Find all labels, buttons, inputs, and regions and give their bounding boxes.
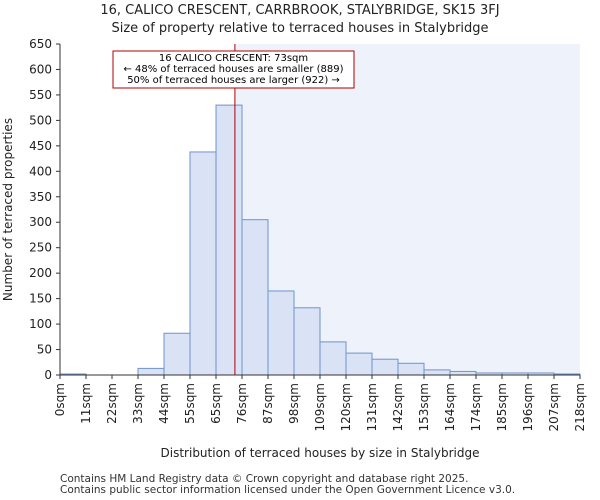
bar (423, 369, 451, 376)
x-tick-label: 131sqm (365, 383, 379, 431)
bar (189, 151, 217, 376)
bar (241, 219, 269, 376)
footer-copyright: Contains HM Land Registry data © Crown c… (60, 473, 469, 485)
chart-subtitle: Size of property relative to terraced ho… (111, 21, 489, 36)
bar (397, 362, 425, 376)
y-tick-label: 300 (29, 215, 52, 229)
y-tick-label: 400 (29, 164, 52, 178)
y-tick-label: 600 (29, 62, 52, 76)
x-tick-label: 164sqm (443, 383, 457, 431)
x-tick-label: 142sqm (391, 383, 405, 431)
x-tick-label: 76sqm (235, 383, 249, 424)
x-tick-label: 33sqm (131, 383, 145, 424)
y-tick-label: 500 (29, 113, 52, 127)
bar (319, 341, 347, 376)
chart-title: 16, CALICO CRESCENT, CARRBROOK, STALYBRI… (100, 3, 500, 18)
y-tick-label: 150 (29, 292, 52, 306)
bar (267, 290, 295, 376)
x-tick-label: 120sqm (339, 383, 353, 431)
bar (215, 104, 243, 376)
bar (293, 307, 321, 376)
x-tick-label: 0sqm (53, 383, 67, 416)
y-tick-label: 100 (29, 317, 52, 331)
y-ticks-group: 0 50 100 150 200 250 300 350 400 450 500 550 600 650 (29, 37, 60, 382)
bar (137, 367, 165, 376)
x-tick-label: 11sqm (79, 383, 93, 424)
y-tick-label: 200 (29, 266, 52, 280)
annotation-box: 16 CALICO CRESCENT: 73sqm ← 48% of terra… (112, 50, 355, 89)
bar (345, 352, 373, 376)
x-axis-label: Distribution of terraced houses by size … (161, 446, 480, 460)
x-ticks-group: 0sqm 11sqm 22sqm 33sqm 44sqm 55sqm 65sqm 76sqm 8… (53, 375, 587, 431)
x-tick-label: 196sqm (521, 383, 535, 431)
x-tick-label: 22sqm (105, 383, 119, 424)
annotation-line-1: 16 CALICO CRESCENT: 73sqm (159, 53, 308, 64)
y-axis-label: Number of terraced properties (1, 118, 15, 301)
x-tick-label: 153sqm (417, 383, 431, 431)
x-tick-label: 218sqm (573, 383, 587, 431)
x-tick-label: 185sqm (495, 383, 509, 431)
y-tick-label: 350 (29, 190, 52, 204)
y-tick-label: 450 (29, 139, 52, 153)
annotation-line-3: 50% of terraced houses are larger (922) … (127, 75, 340, 86)
x-tick-label: 44sqm (157, 383, 171, 424)
y-tick-label: 650 (29, 37, 52, 51)
bar (163, 332, 191, 376)
x-tick-label: 109sqm (313, 383, 327, 431)
annotation-line-2: ← 48% of terraced houses are smaller (88… (123, 64, 343, 75)
x-tick-label: 87sqm (261, 383, 275, 424)
y-tick-label: 0 (44, 368, 52, 382)
x-tick-label: 207sqm (547, 383, 561, 431)
y-tick-label: 50 (37, 343, 52, 357)
x-tick-label: 98sqm (287, 383, 301, 424)
y-tick-label: 250 (29, 241, 52, 255)
x-tick-label: 65sqm (209, 383, 223, 424)
annotation-frame (112, 50, 355, 89)
bar (449, 370, 477, 376)
footer-licence: Contains public sector information licen… (60, 484, 516, 496)
x-tick-label: 174sqm (469, 383, 483, 431)
bar (371, 358, 399, 376)
y-tick-label: 550 (29, 88, 52, 102)
bars-group (59, 104, 581, 376)
x-tick-label: 55sqm (183, 383, 197, 424)
